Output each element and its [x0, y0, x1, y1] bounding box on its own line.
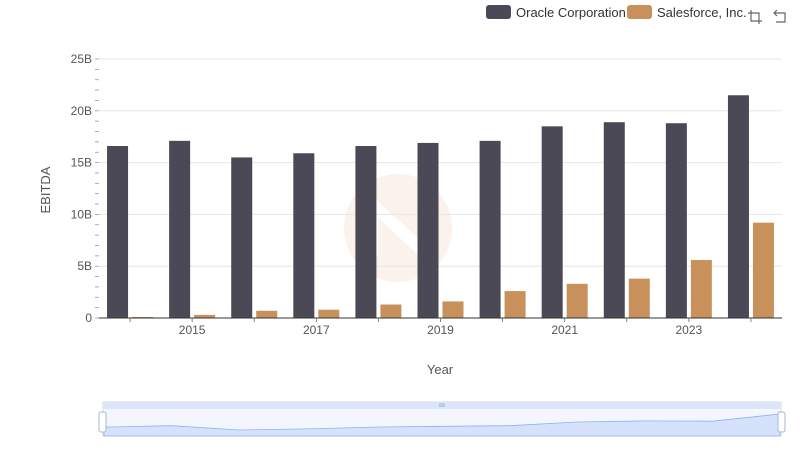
legend-item-0[interactable]: Oracle Corporation — [486, 5, 626, 20]
x-axis: 2015 2017 2019 2021 2023 — [99, 317, 782, 337]
bar-oracle-corporation-2020[interactable] — [479, 140, 501, 318]
x-tick-label: 2017 — [303, 323, 330, 337]
bar-oracle-corporation-2017[interactable] — [293, 153, 315, 318]
bar-oracle-corporation-2015[interactable] — [169, 140, 191, 318]
legend[interactable]: Oracle Corporation Salesforce, Inc. — [486, 5, 747, 20]
bar-oracle-corporation-2016[interactable] — [231, 157, 253, 318]
y-tick-label: 0 — [85, 311, 92, 325]
bar-salesforce-inc--2017[interactable] — [318, 309, 340, 318]
bar-salesforce-inc--2014[interactable] — [132, 316, 154, 318]
legend-item-1[interactable]: Salesforce, Inc. — [627, 5, 747, 20]
y-tick-label: 25B — [71, 52, 92, 66]
bar-salesforce-inc--2024[interactable] — [752, 222, 774, 318]
x-tick-label: 2021 — [551, 323, 578, 337]
x-axis-title: Year — [427, 362, 454, 377]
legend-swatch — [627, 5, 652, 19]
x-tick-label: 2015 — [179, 323, 206, 337]
bar-oracle-corporation-2019[interactable] — [417, 142, 439, 318]
y-tick-label: 10B — [71, 207, 92, 221]
y-axis: 0 5B 10B 15B 20B 25B — [71, 52, 99, 325]
bar-salesforce-inc--2020[interactable] — [504, 291, 526, 318]
zoom-reset-icon[interactable] — [772, 8, 788, 24]
bars — [107, 95, 774, 319]
slider-handle-right[interactable] — [777, 411, 786, 433]
zoom-select-icon[interactable] — [748, 8, 764, 24]
bar-oracle-corporation-2021[interactable] — [541, 126, 563, 318]
legend-label: Salesforce, Inc. — [657, 5, 747, 20]
bar-salesforce-inc--2015[interactable] — [194, 314, 216, 318]
y-tick-label: 5B — [77, 259, 92, 273]
slider-handle-left[interactable] — [98, 411, 107, 433]
x-tick-label: 2023 — [676, 323, 703, 337]
bar-oracle-corporation-2023[interactable] — [665, 123, 687, 319]
bar-oracle-corporation-2014[interactable] — [107, 146, 129, 318]
data-zoom-slider[interactable] — [98, 401, 786, 437]
y-tick-label: 15B — [71, 156, 92, 170]
legend-label: Oracle Corporation — [516, 5, 626, 20]
bar-salesforce-inc--2023[interactable] — [690, 259, 712, 318]
bar-salesforce-inc--2021[interactable] — [566, 283, 588, 318]
x-tick-label: 2019 — [427, 323, 454, 337]
bar-salesforce-inc--2022[interactable] — [628, 278, 650, 318]
y-tick-label: 20B — [71, 104, 92, 118]
bar-oracle-corporation-2024[interactable] — [727, 95, 749, 318]
bar-oracle-corporation-2018[interactable] — [355, 146, 377, 318]
legend-swatch — [486, 5, 511, 19]
bar-oracle-corporation-2022[interactable] — [603, 122, 625, 318]
bar-salesforce-inc--2016[interactable] — [256, 310, 278, 318]
y-axis-title: EBITDA — [38, 166, 53, 213]
slider-drag-grip[interactable] — [439, 403, 445, 407]
bar-salesforce-inc--2018[interactable] — [380, 304, 402, 318]
bar-salesforce-inc--2019[interactable] — [442, 301, 464, 318]
